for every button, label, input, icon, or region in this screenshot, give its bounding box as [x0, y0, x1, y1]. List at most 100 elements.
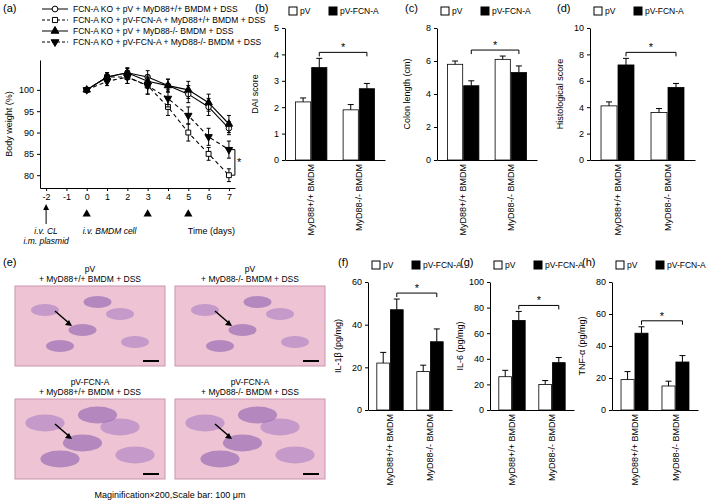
scale-bar	[303, 473, 319, 475]
legend-item: FCN-A KO + pV-FCN-A + MyD88-/- BMDM + DS…	[42, 37, 262, 47]
bar	[377, 363, 390, 410]
tick-label: 20	[352, 363, 362, 373]
tick: 4	[274, 50, 285, 60]
tick: 4	[166, 188, 171, 202]
tick-mark	[434, 28, 437, 29]
tick: -1	[63, 188, 71, 202]
scale-bar	[143, 360, 159, 362]
panel-bar: (h)020406080MyD88+/+ BMDMMyD88-/- BMDMTN…	[577, 256, 706, 486]
error-cap	[606, 101, 612, 102]
tick-mark	[609, 410, 612, 411]
significance-label: *	[537, 294, 542, 306]
tick-mark	[487, 333, 490, 334]
tick: 2	[274, 103, 285, 113]
tick: 60	[474, 329, 490, 339]
legend-label: pV-FCN-A	[667, 260, 706, 270]
tick-label: MyD88-/- BMDM	[425, 414, 435, 481]
tick-label: 80	[596, 277, 606, 287]
tick-label: MyD88+/+ BMDM	[385, 414, 395, 486]
tick: MyD88-/- BMDM	[547, 410, 557, 481]
tick-label: MyD88+/+ BMDM	[613, 164, 623, 236]
x-axis-line	[369, 410, 453, 411]
tick-label: 2	[125, 192, 130, 202]
error-cap	[227, 158, 231, 159]
y-axis: 02468	[426, 23, 438, 165]
panel-bar: (g)020406080100MyD88+/+ BMDMMyD88-/- BMD…	[455, 256, 584, 486]
error-cap	[227, 132, 231, 133]
legend-label: pV-FCN-A	[645, 6, 684, 16]
legend-item: FCN-A KO + pV + MyD88+/+ BMDM + DSS	[42, 4, 238, 14]
x-axis: MyD88+/+ BMDM MyD88-/- BMDM	[613, 410, 699, 486]
bar	[676, 362, 689, 410]
bar	[390, 310, 403, 410]
tissue	[46, 340, 74, 352]
tick-label: 0	[357, 405, 362, 415]
tick-mark	[188, 188, 189, 191]
tick: 1	[274, 129, 285, 139]
scale-bar	[143, 473, 159, 475]
tick: 2	[579, 129, 590, 139]
tick-label: -2	[43, 192, 51, 202]
tick-label: 0	[85, 192, 90, 202]
error-cap	[146, 94, 150, 95]
x-axis-line	[41, 188, 236, 189]
tick-label: MyD88-/- BMDM	[671, 414, 681, 481]
error-bar	[668, 381, 669, 386]
scale-bar	[303, 360, 319, 362]
tick-label: MyD88+/+ BMDM	[630, 414, 640, 486]
bar	[430, 342, 443, 410]
y-axis-line	[490, 283, 491, 411]
bar	[359, 89, 374, 160]
tick-label: MyD88-/- BMDM	[547, 414, 557, 481]
legend-label: pV	[452, 6, 463, 16]
marker	[226, 173, 231, 178]
bar	[343, 110, 358, 160]
tissue	[200, 451, 239, 468]
tissue	[31, 304, 59, 316]
event-label: i.v. CL	[34, 226, 58, 236]
tick-mark	[609, 282, 612, 283]
series-line	[87, 77, 229, 150]
tick-mark	[282, 28, 285, 29]
tick: MyD88+/+ BMDM	[613, 160, 623, 236]
tick-mark	[434, 61, 437, 62]
tick: 40	[474, 354, 490, 364]
error-cap	[348, 104, 354, 105]
arrow-head	[65, 320, 72, 326]
tick: 80	[474, 303, 490, 313]
bar	[662, 386, 675, 410]
tick-label: 95	[24, 107, 34, 117]
legend-swatch	[481, 7, 489, 15]
tick: 0	[426, 155, 437, 165]
error-cap	[207, 128, 211, 129]
x-axis: MyD88+/+ BMDM MyD88-/- BMDM	[369, 410, 453, 486]
arrow-head	[225, 433, 232, 439]
bar	[618, 65, 634, 160]
tick: MyD88+/+ BMDM	[507, 410, 517, 486]
x-axis-line	[613, 410, 699, 411]
tick: 3	[146, 188, 151, 202]
x-axis-line	[591, 160, 696, 161]
arrow-head	[225, 320, 232, 326]
legend-label: pV-FCN-A	[423, 260, 462, 270]
y-axis-title: Histological score	[555, 59, 565, 130]
legend-swatch	[594, 7, 602, 15]
y-axis: 020406080	[596, 277, 613, 415]
tick: 85	[24, 149, 40, 159]
significance-label: *	[237, 156, 242, 168]
error-cap	[227, 134, 231, 135]
legend-label: pV	[505, 260, 516, 270]
tick-mark	[365, 410, 368, 411]
tick-label: 1	[105, 192, 110, 202]
tick-mark	[66, 188, 67, 191]
series	[84, 68, 232, 135]
panel-title: (g)	[460, 256, 473, 268]
tick-mark	[365, 367, 368, 368]
error-cap	[186, 124, 190, 125]
y-axis-line	[40, 61, 41, 189]
series	[83, 69, 233, 133]
error-bar	[471, 81, 472, 86]
tick-mark	[487, 308, 490, 309]
legend: pVpV-FCN-A	[594, 6, 684, 16]
tick: 2	[426, 122, 437, 132]
